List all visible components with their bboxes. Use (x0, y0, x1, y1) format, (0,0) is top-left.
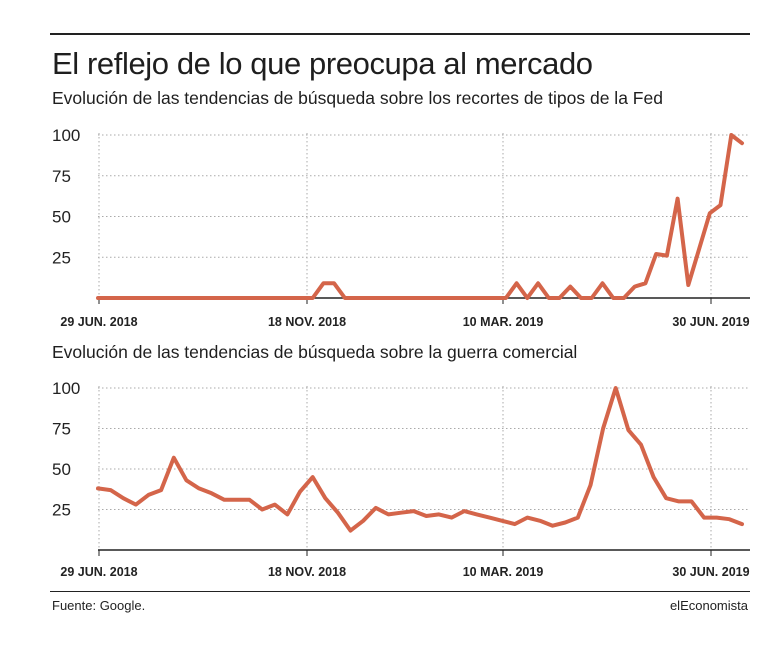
y-tick-label: 25 (52, 501, 71, 520)
x-tick-label: 10 MAR. 2019 (463, 565, 544, 579)
source-note: Fuente: Google. (52, 598, 146, 613)
x-tick-label: 30 JUN. 2019 (672, 565, 749, 579)
page-title: El reflejo de lo que preocupa al mercado (52, 46, 593, 81)
x-tick-label: 18 NOV. 2018 (268, 565, 346, 579)
top-rule (50, 33, 750, 35)
y-tick-label: 75 (52, 167, 71, 186)
chart-trade-war: 25 50 75 100 29 JUN. 2018 18 NOV. 2018 10 MAR.… (52, 379, 750, 579)
chart-1-title: Evolución de las tendencias de búsqueda … (52, 88, 663, 108)
brand-logo: elEconomista (669, 598, 748, 613)
x-tick-label: 30 JUN. 2019 (672, 315, 749, 329)
y-tick-label: 100 (52, 379, 80, 398)
y-tick-label: 25 (52, 248, 71, 267)
x-tick-label: 10 MAR. 2019 (463, 315, 544, 329)
x-tick-label: 29 JUN. 2018 (60, 315, 137, 329)
y-tick-label: 50 (52, 460, 71, 479)
x-tick-label: 18 NOV. 2018 (268, 315, 346, 329)
series-line-0 (96, 133, 744, 300)
bottom-rule (50, 591, 750, 592)
y-tick-label: 50 (52, 208, 71, 227)
chart-fed-cuts: 25 50 75 100 29 JUN. 2018 18 NOV. 2018 10 MAR.… (52, 126, 750, 329)
x-tick-label: 29 JUN. 2018 (60, 565, 137, 579)
series-line-1 (96, 386, 744, 533)
chart-2-title: Evolución de las tendencias de búsqueda … (52, 342, 578, 362)
y-tick-label: 100 (52, 126, 80, 145)
y-tick-label: 75 (52, 420, 71, 439)
